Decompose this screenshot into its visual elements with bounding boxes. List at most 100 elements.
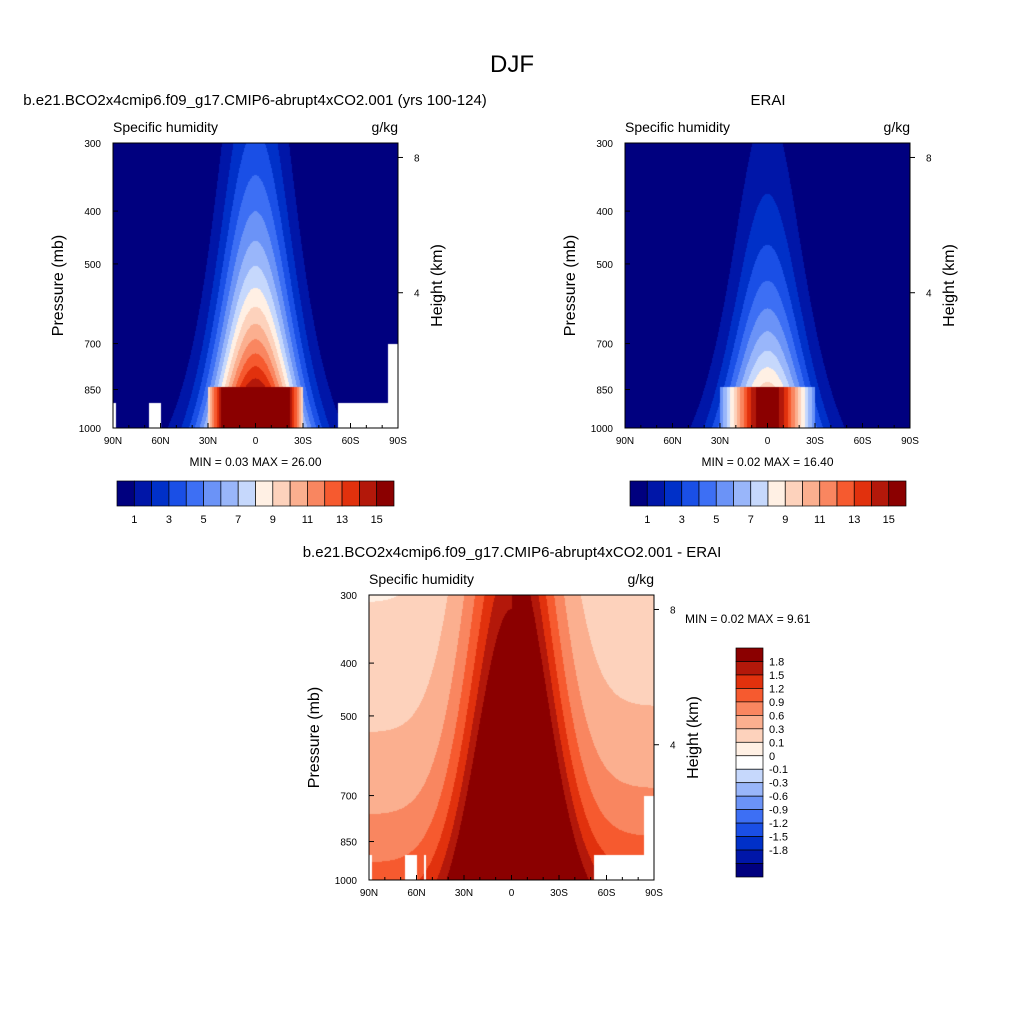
panel-diff: b.e21.BCO2x4cmip6.f09_g17.CMIP6-abrupt4x… [303, 544, 811, 899]
panel-obs: ERAI Specific humidity g/kg 90N 60N 30N 0 30S 60… [562, 92, 958, 526]
colorbar-box [646, 480, 665, 507]
y-tick-label: 850 [340, 838, 357, 849]
colorbar-label: 15 [371, 514, 383, 526]
colorbar-box [359, 480, 378, 507]
left-label: Specific humidity [625, 119, 730, 135]
colorbar-box [735, 849, 764, 864]
colorbar-label: -1.2 [769, 818, 788, 830]
colorbar-box [750, 480, 769, 507]
x-tick-label: 30N [455, 888, 473, 899]
x-tick-label: 60N [407, 888, 425, 899]
x-tick-label: 0 [253, 436, 259, 447]
min-max-stats: MIN = 0.03 MAX = 26.00 [189, 455, 321, 469]
colorbar: 1.81.51.20.90.60.30.10-0.1-0.3-0.6-0.9-1… [735, 647, 788, 878]
colorbar-box [698, 480, 717, 507]
y-tick-label: 500 [84, 260, 101, 271]
colorbar-label: -0.1 [769, 764, 788, 776]
y-tick-label: 400 [340, 659, 357, 670]
colorbar-label: 0.1 [769, 737, 784, 749]
right-axis-label: Height (km) [685, 696, 702, 779]
colorbar-box [735, 863, 764, 878]
colorbar-box [715, 480, 734, 507]
colorbar-label: 11 [302, 514, 313, 526]
x-tick-label: 90S [901, 436, 919, 447]
x-tick-label: 90N [360, 888, 378, 899]
colorbar-box [735, 809, 764, 824]
colorbar-label: 1.2 [769, 683, 784, 695]
y-tick-label: 300 [596, 139, 613, 150]
y-tick-label: 1000 [591, 424, 614, 435]
contour-field [113, 143, 398, 428]
right-tick-label: 4 [414, 289, 420, 300]
x-tick-label: 60S [854, 436, 872, 447]
colorbar-box [664, 480, 683, 507]
colorbar-label: 0.6 [769, 710, 784, 722]
units-label: g/kg [372, 119, 398, 135]
colorbar-box [681, 480, 700, 507]
panel-title: ERAI [750, 92, 785, 109]
units-label: g/kg [884, 119, 910, 135]
x-tick-label: 90N [616, 436, 634, 447]
x-tick-label: 90S [645, 888, 663, 899]
colorbar-box [203, 480, 222, 507]
colorbar-box [784, 480, 803, 507]
colorbar-box [629, 480, 648, 507]
colorbar-box [767, 480, 786, 507]
x-tick-label: 0 [765, 436, 771, 447]
y-tick-label: 700 [596, 340, 613, 351]
x-tick-label: 30S [294, 436, 312, 447]
colorbar-box [735, 701, 764, 716]
y-tick-label: 700 [84, 340, 101, 351]
colorbar-label: 5 [201, 514, 207, 526]
x-tick-label: 30S [550, 888, 568, 899]
y-tick-label: 400 [84, 207, 101, 218]
y-tick-label: 300 [340, 591, 357, 602]
right-tick-label: 4 [670, 741, 676, 752]
right-tick-label: 4 [926, 289, 932, 300]
y-tick-label: 300 [84, 139, 101, 150]
colorbar-box [735, 674, 764, 689]
colorbar-box [324, 480, 343, 507]
x-tick-label: 60N [663, 436, 681, 447]
y-tick-label: 500 [596, 260, 613, 271]
units-label: g/kg [628, 571, 654, 587]
colorbar-label: 1 [131, 514, 137, 526]
x-tick-label: 60S [342, 436, 360, 447]
x-tick-label: 0 [509, 888, 515, 899]
colorbar-label: 0.9 [769, 697, 784, 709]
colorbar-box [151, 480, 170, 507]
right-axis-label: Height (km) [941, 244, 958, 327]
colorbar-label: 5 [713, 514, 719, 526]
x-tick-label: 90S [389, 436, 407, 447]
colorbar-label: -1.8 [769, 845, 788, 857]
colorbar-box [735, 647, 764, 662]
y-tick-label: 700 [340, 792, 357, 803]
x-tick-label: 30N [711, 436, 729, 447]
panel-model: b.e21.BCO2x4cmip6.f09_g17.CMIP6-abrupt4x… [23, 92, 487, 526]
colorbar-label: -0.3 [769, 778, 788, 790]
colorbar-box [819, 480, 838, 507]
x-tick-label: 60N [151, 436, 169, 447]
contour-field [369, 595, 654, 880]
colorbar-box [836, 480, 855, 507]
right-axis-label: Height (km) [429, 244, 446, 327]
min-max-stats: MIN = 0.02 MAX = 9.61 [685, 612, 811, 626]
page-title: DJF [490, 51, 534, 78]
colorbar-box [888, 480, 907, 507]
x-tick-label: 30S [806, 436, 824, 447]
y-axis-label: Pressure (mb) [50, 235, 67, 336]
colorbar-box [735, 836, 764, 851]
right-tick-label: 8 [926, 153, 932, 164]
colorbar-box [871, 480, 890, 507]
colorbar-box [735, 782, 764, 797]
y-tick-label: 850 [596, 386, 613, 397]
colorbar-box [733, 480, 752, 507]
colorbar-label: 3 [679, 514, 685, 526]
colorbar-label: -1.5 [769, 832, 788, 844]
colorbar-label: 7 [748, 514, 754, 526]
colorbar-box [735, 822, 764, 837]
colorbar-box [133, 480, 152, 507]
colorbar-box [255, 480, 274, 507]
colorbar-label: -0.9 [769, 805, 788, 817]
colorbar-box [116, 480, 135, 507]
